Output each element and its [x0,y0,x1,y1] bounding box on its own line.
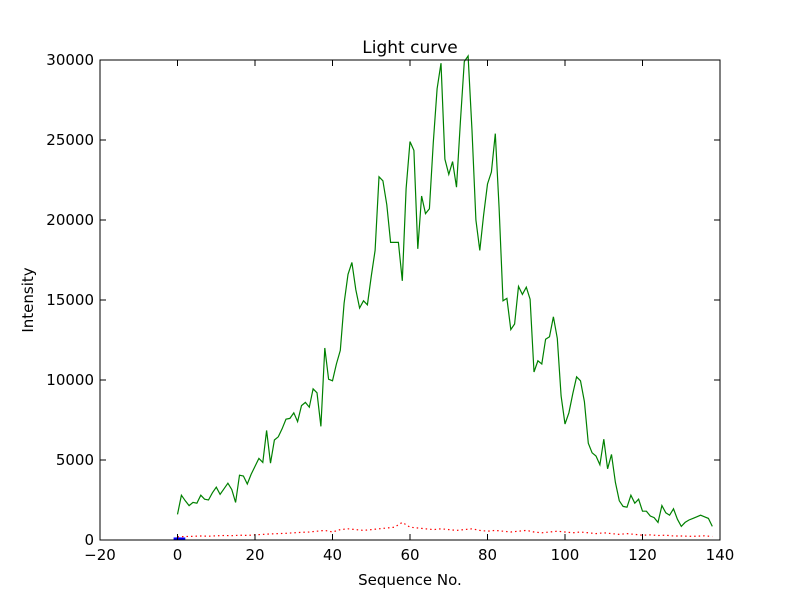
x-axis-label: Sequence No. [358,571,462,589]
x-tick-label: 0 [173,546,183,564]
plot-area-frame [99,59,721,541]
x-tick-label: 80 [478,546,497,564]
x-tick-label: 40 [323,546,342,564]
y-tick-label: 5000 [56,451,94,469]
x-tick-label: −20 [84,546,116,564]
axis-ticks: −20 0 20 40 60 80 100 120 1400500010000150002000… [46,51,734,564]
y-tick-label: 30000 [46,51,94,69]
y-tick-label: 20000 [46,211,94,229]
series-line-1 [176,54,713,528]
x-tick-label: 20 [245,546,264,564]
y-axis-label: Intensity [19,267,37,332]
chart-title: Light curve [362,38,457,58]
x-tick-label: 60 [400,546,419,564]
x-tick-label: 120 [628,546,657,564]
y-tick-label: 25000 [46,131,94,149]
y-tick-label: 15000 [46,291,94,309]
series-layer [173,54,713,541]
series-line-2 [177,521,713,538]
x-tick-label: 100 [551,546,580,564]
y-tick-label: 0 [84,531,94,549]
x-tick-label: 140 [706,546,735,564]
y-tick-label: 10000 [46,371,94,389]
